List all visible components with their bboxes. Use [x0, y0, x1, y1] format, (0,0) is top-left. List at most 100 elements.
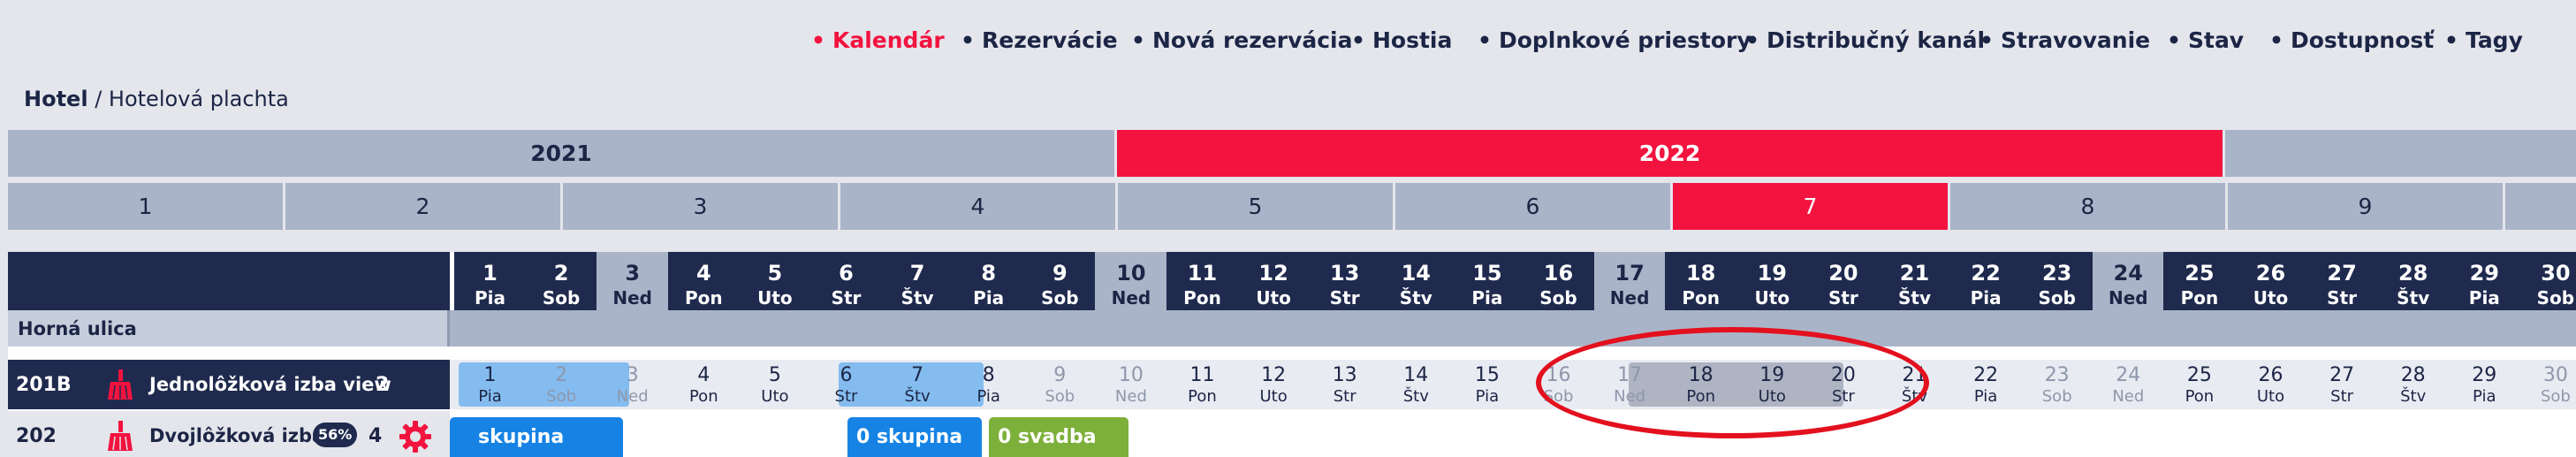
nav-stav[interactable]: Stav: [2167, 27, 2244, 53]
nav-hostia[interactable]: Hostia: [1351, 27, 1452, 53]
day-name: Pon: [2180, 287, 2219, 308]
day-header: 26 Uto: [2235, 252, 2306, 310]
day-name: Sob: [1539, 287, 1577, 308]
day-name: Štv: [900, 287, 934, 308]
section-label-cell: Horná ulica: [8, 310, 450, 347]
calendar-cell[interactable]: 22 Pia: [1950, 360, 2022, 409]
nav-dostupnost[interactable]: Dostupnosť: [2269, 27, 2434, 53]
year-2022[interactable]: 2022: [1117, 130, 2223, 177]
section-label: Horná ulica: [18, 318, 137, 339]
cell-day-name: Pon: [688, 387, 718, 406]
broom-icon[interactable]: [107, 420, 133, 452]
calendar-cell[interactable]: 6 Str: [810, 360, 882, 409]
day-number: 15: [1472, 261, 1502, 286]
calendar-cell[interactable]: 26 Uto: [2235, 360, 2306, 409]
month-2[interactable]: 2: [285, 183, 560, 230]
calendar-cell[interactable]: 18 Pon: [1665, 360, 1736, 409]
cell-day-number: 5: [768, 364, 781, 386]
breadcrumb-root[interactable]: Hotel: [24, 87, 88, 111]
day-number: 5: [767, 261, 783, 286]
year-next[interactable]: [2225, 130, 2576, 177]
calendar-cell[interactable]: 19 Uto: [1736, 360, 1808, 409]
day-number: 30: [2541, 261, 2571, 286]
booking-bar[interactable]: skupina: [450, 417, 623, 457]
day-number: 24: [2113, 261, 2143, 286]
day-header: 28 Štv: [2377, 252, 2450, 310]
calendar-cell[interactable]: 7 Štv: [882, 360, 954, 409]
nav-distribucny-kanal[interactable]: Distribučný kanál: [1745, 27, 1985, 53]
calendar-cell[interactable]: 9 Sob: [1024, 360, 1096, 409]
room-row-201b[interactable]: 201B Jednolôžková izba view 2: [8, 360, 450, 409]
calendar-cell[interactable]: 24 Ned: [2093, 360, 2164, 409]
day-header: 15 Pia: [1451, 252, 1524, 310]
calendar-cell[interactable]: 14 Štv: [1380, 360, 1452, 409]
room-capacity: 2: [376, 374, 390, 396]
calendar-cell[interactable]: 16 Sob: [1523, 360, 1594, 409]
month-7[interactable]: 7: [1673, 183, 1948, 230]
calendar-cell[interactable]: 15 Pia: [1451, 360, 1523, 409]
calendar-cell[interactable]: 30 Sob: [2519, 360, 2576, 409]
cell-day-number: 22: [1973, 364, 1999, 386]
top-navigation: Kalendár Rezervácie Nová rezervácia Host…: [0, 0, 2576, 81]
nav-doplnkove-priestory[interactable]: Doplnkové priestory: [1478, 27, 1752, 53]
day-name: Ned: [1609, 287, 1650, 308]
year-2021[interactable]: 2021: [8, 130, 1114, 177]
gear-icon[interactable]: [399, 420, 432, 453]
day-name: Pon: [1183, 287, 1221, 308]
hotel-grid: 1 Pia 2 Sob 3 Ned 4 Pon 5 Uto 6 Str 7 Štv 8 Pia 9 Sob 10 Ne…: [8, 252, 2576, 457]
day-header: 9 Sob: [1023, 252, 1096, 310]
nav-kalendar[interactable]: Kalendár: [811, 27, 945, 53]
day-header: 21 Štv: [1879, 252, 1950, 310]
month-1[interactable]: 1: [8, 183, 283, 230]
calendar-cell[interactable]: 2 Sob: [526, 360, 597, 409]
calendar-cell[interactable]: 28 Štv: [2377, 360, 2449, 409]
cell-day-number: 19: [1759, 364, 1785, 386]
calendar-cell[interactable]: 8 Pia: [953, 360, 1024, 409]
nav-rezervacie[interactable]: Rezervácie: [961, 27, 1118, 53]
calendar-cell[interactable]: 17 Ned: [1594, 360, 1666, 409]
calendar-cell[interactable]: 29 Pia: [2449, 360, 2520, 409]
calendar-cell[interactable]: 23 Sob: [2021, 360, 2093, 409]
cell-day-number: 27: [2329, 364, 2355, 386]
nav-nova-rezervacia[interactable]: Nová rezervácia: [1131, 27, 1353, 53]
room-row-202[interactable]: 202 Dvojlôžková izba 2 56% 4: [8, 411, 450, 457]
month-6[interactable]: 6: [1395, 183, 1670, 230]
day-name: Štv: [2397, 287, 2430, 308]
calendar-cell[interactable]: 12 Uto: [1238, 360, 1310, 409]
month-10[interactable]: [2505, 183, 2576, 230]
calendar-cell[interactable]: 13 Str: [1309, 360, 1380, 409]
calendar-cell[interactable]: 1 Pia: [454, 360, 526, 409]
booking-bar[interactable]: 0 svadba: [989, 417, 1128, 457]
calendar-cell[interactable]: 4 Pon: [668, 360, 740, 409]
calendar-cell[interactable]: 5 Uto: [739, 360, 810, 409]
calendar-cell[interactable]: 11 Pon: [1166, 360, 1238, 409]
month-9[interactable]: 9: [2228, 183, 2503, 230]
calendar-cell[interactable]: 3 Ned: [597, 360, 668, 409]
calendar-cell[interactable]: 27 Str: [2306, 360, 2378, 409]
nav-tagy[interactable]: Tagy: [2444, 27, 2523, 53]
month-3[interactable]: 3: [563, 183, 838, 230]
broom-icon[interactable]: [107, 369, 133, 400]
cell-day-name: Ned: [2112, 387, 2145, 406]
booking-bar[interactable]: 0 skupina: [847, 417, 982, 457]
cell-day-number: 10: [1118, 364, 1144, 386]
calendar-cell[interactable]: 10 Ned: [1095, 360, 1166, 409]
breadcrumb-current: Hotelová plachta: [108, 87, 289, 111]
cell-day-name: Štv: [1901, 387, 1928, 406]
section-row: Horná ulica: [8, 310, 2576, 347]
cell-day-number: 17: [1617, 364, 1643, 386]
cell-day-name: Uto: [1758, 387, 1786, 406]
breadcrumb-separator: /: [87, 87, 109, 111]
month-4[interactable]: 4: [840, 183, 1115, 230]
calendar-cell[interactable]: 25 Pon: [2163, 360, 2235, 409]
cell-day-number: 29: [2472, 364, 2497, 386]
month-5[interactable]: 5: [1118, 183, 1393, 230]
calendar-cell[interactable]: 21 Štv: [1879, 360, 1950, 409]
day-header: 11 Pon: [1166, 252, 1238, 310]
nav-stravovanie[interactable]: Stravovanie: [1979, 27, 2150, 53]
calendar-cell[interactable]: 20 Str: [1807, 360, 1879, 409]
cell-day-name: Sob: [1045, 387, 1075, 406]
day-header: 12 Uto: [1237, 252, 1310, 310]
cell-day-number: 21: [1902, 364, 1927, 386]
month-8[interactable]: 8: [1950, 183, 2225, 230]
